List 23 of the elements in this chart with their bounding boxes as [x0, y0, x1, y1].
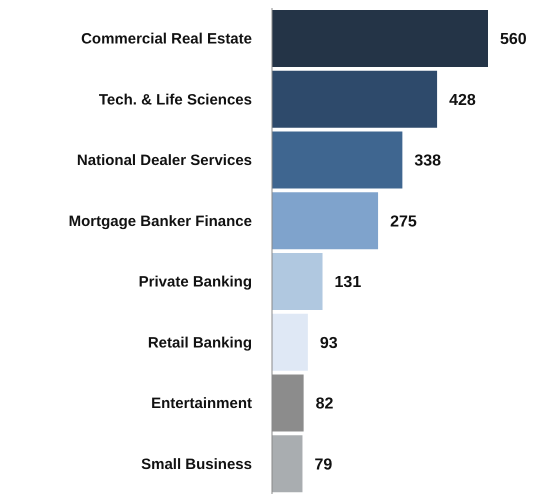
data-label: 79 — [314, 456, 332, 474]
data-label: 82 — [316, 396, 334, 413]
data-label: 428 — [449, 92, 476, 109]
y-tick-label: Commercial Real Estate — [81, 30, 252, 48]
y-tick-label: National Dealer Services — [76, 152, 252, 170]
data-label: 275 — [390, 213, 417, 230]
bar — [272, 435, 302, 492]
data-label: 338 — [414, 152, 442, 170]
y-tick-label: Small Business — [141, 456, 252, 473]
bar — [272, 314, 308, 371]
data-label: 560 — [500, 31, 527, 48]
y-tick-label: Entertainment — [151, 395, 252, 412]
bar — [272, 10, 488, 67]
y-tick-label: Mortgage Banker Finance — [68, 212, 252, 230]
bar — [272, 132, 402, 188]
bar — [272, 253, 323, 310]
y-tick-label: Retail Banking — [148, 334, 252, 352]
data-label: 93 — [320, 334, 338, 352]
bar — [272, 192, 378, 250]
data-label: 131 — [334, 274, 362, 292]
bar — [272, 70, 438, 128]
y-tick-label: Tech. & Life Sciences — [98, 91, 252, 108]
y-tick-label: Private Banking — [138, 274, 252, 291]
